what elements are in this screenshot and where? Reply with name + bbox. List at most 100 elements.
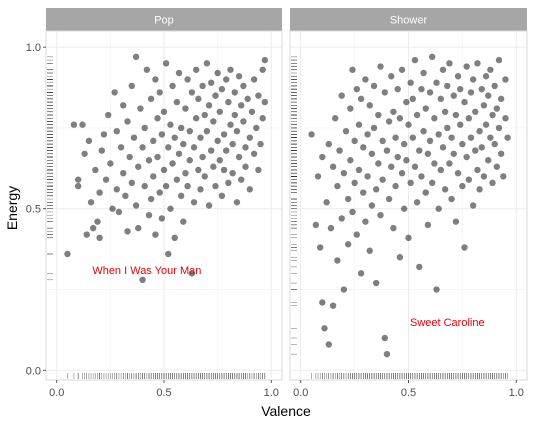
data-point [117,144,125,151]
data-point [319,153,326,161]
data-point [203,60,211,67]
data-point [489,179,496,187]
data-point [162,60,170,67]
data-point [433,79,440,86]
data-point [446,160,453,167]
data-point [135,224,142,232]
data-point [210,163,217,170]
data-point [338,215,345,222]
x-axis: 0.0 0.5 1.0 0.0 0.5 1.0 [49,380,524,399]
data-point [377,211,384,219]
data-point [177,192,185,200]
facet-strip-label: Shower [390,15,428,27]
data-point [141,124,148,132]
data-point [184,76,191,83]
data-point [223,76,230,83]
data-point [244,95,251,103]
facet-strip-label: Pop [154,15,174,27]
data-point [426,89,434,96]
data-point [220,166,228,174]
data-point [388,163,395,170]
data-point [173,98,181,106]
data-point [212,182,219,190]
data-point [398,169,406,177]
data-point [169,160,176,167]
data-point [74,182,82,190]
data-point [485,92,492,99]
data-point [433,286,440,293]
data-point [454,73,462,80]
data-point [192,66,200,73]
data-point [476,127,483,135]
data-point [308,131,315,138]
data-point [355,121,363,128]
data-point [405,121,412,128]
data-point [450,92,457,99]
data-point [469,202,477,209]
data-point [182,105,189,112]
data-point [216,157,223,164]
data-point [385,118,393,125]
data-point [426,137,434,145]
data-point [394,85,401,93]
data-point [94,218,101,225]
data-point [411,163,419,170]
data-point [448,134,455,141]
data-point [381,89,388,96]
data-point [167,121,174,128]
data-point [233,127,241,135]
data-point [424,150,432,157]
data-point [372,279,380,287]
data-point [342,127,350,135]
data-point [120,169,127,177]
data-point [403,157,410,164]
x-tick-label: 0.0 [293,387,308,399]
data-point [500,173,507,180]
data-point [124,118,131,125]
data-point [96,189,103,196]
data-point [218,85,226,93]
data-point [457,85,464,93]
data-point [235,73,243,80]
data-point [480,173,488,180]
data-point [312,221,320,229]
data-point [340,169,348,177]
data-point [214,69,221,77]
data-point [100,131,108,138]
data-point [135,163,142,170]
data-point [398,66,406,73]
data-point [169,82,176,90]
data-point [152,231,159,238]
data-point [461,244,468,251]
data-point [227,121,234,128]
data-point [497,150,505,157]
data-point [83,231,90,238]
data-point [74,176,82,183]
data-point [147,95,155,103]
data-point [120,102,127,109]
data-point [229,140,236,148]
data-point [160,166,168,174]
data-point [336,147,343,154]
data-point [173,176,181,183]
data-point [368,150,376,157]
data-point [92,166,99,174]
data-point [400,140,408,148]
data-point [246,134,254,141]
data-point [482,121,490,128]
data-point [145,157,153,164]
data-point [102,176,110,183]
data-point [405,234,412,242]
data-point [158,215,166,222]
data-point [98,147,105,154]
data-point [392,182,399,190]
data-point [162,182,170,190]
panel-shower: Shower Sweet Caroline [289,8,528,381]
data-point [165,250,172,258]
data-point [480,102,488,109]
data-point [150,173,157,180]
data-point [370,82,378,90]
data-point [497,95,505,103]
data-point [132,202,140,209]
data-point [124,228,131,235]
